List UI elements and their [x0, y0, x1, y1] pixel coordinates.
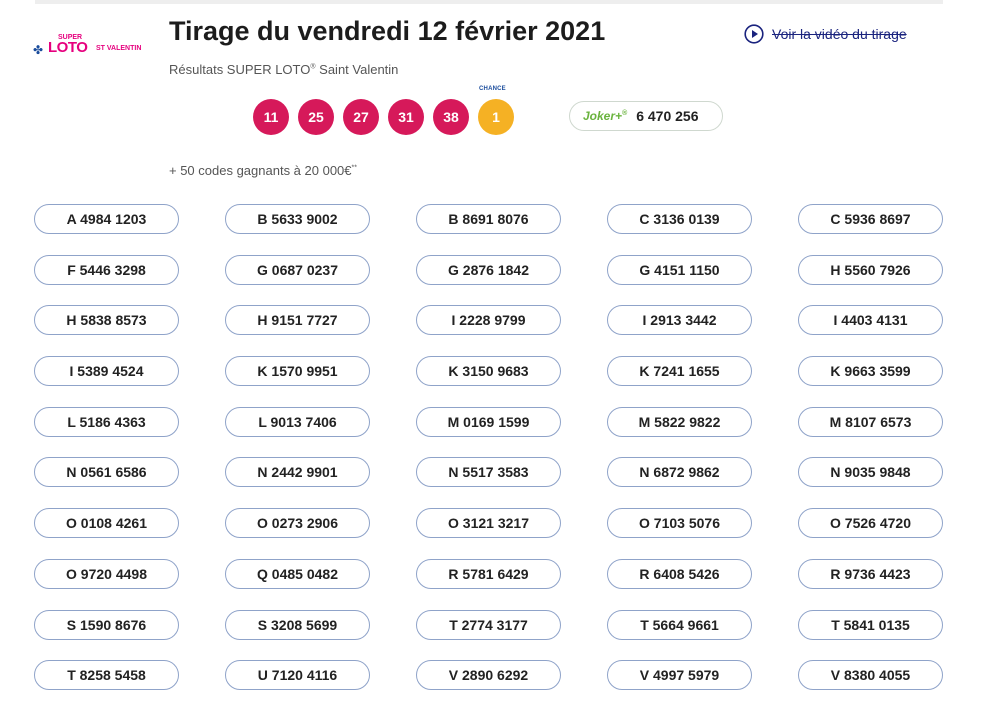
winning-code-pill: I 2228 9799 — [416, 305, 561, 336]
winning-code-pill: O 3121 3217 — [416, 508, 561, 539]
winning-code-pill: N 6872 9862 — [607, 457, 752, 488]
winning-code-pill: A 4984 1203 — [34, 204, 179, 234]
winning-code-pill: H 9151 7727 — [225, 305, 370, 336]
winning-code-pill: H 5838 8573 — [34, 305, 179, 336]
registered-mark: ® — [310, 63, 316, 71]
winning-code-pill: F 5446 3298 — [34, 254, 179, 285]
watch-video-label: Voir la vidéo du tirage — [772, 26, 907, 42]
subtitle-text: Résultats SUPER LOTO — [169, 62, 311, 77]
winning-code-pill: S 3208 5699 — [225, 609, 370, 640]
winning-code-pill: K 1570 9951 — [225, 356, 370, 387]
winning-code-pill: T 8258 5458 — [34, 660, 179, 691]
joker-label: Joker+ — [583, 109, 623, 123]
logo-st-valentin-text: ST VALENTIN — [96, 45, 142, 52]
chance-label: CHANCE — [479, 86, 506, 92]
winning-code-pill: T 5841 0135 — [798, 609, 943, 640]
watch-video-link[interactable]: Voir la vidéo du tirage — [744, 24, 907, 44]
winning-code-pill: I 2913 3442 — [607, 305, 752, 336]
winning-code-pill: L 9013 7406 — [225, 406, 370, 437]
winning-code-pill: C 5936 8697 — [798, 204, 943, 234]
winning-code-pill: N 2442 9901 — [225, 457, 370, 488]
winning-code-pill: T 5664 9661 — [607, 609, 752, 640]
joker-registered-mark: ® — [622, 110, 628, 117]
clover-icon: ✤ — [33, 43, 44, 57]
winning-codes-footnote-mark: ** — [351, 164, 357, 172]
winning-code-pill: O 7103 5076 — [607, 508, 752, 539]
winning-code-pill: M 0169 1599 — [416, 406, 561, 437]
winning-code-pill: Q 0485 0482 — [225, 558, 370, 589]
winning-code-pill: V 4997 5979 — [607, 660, 752, 691]
winning-code-pill: S 1590 8676 — [34, 609, 179, 640]
winning-code-pill: U 7120 4116 — [225, 660, 370, 691]
play-circle-icon — [744, 24, 764, 44]
winning-code-pill: O 7526 4720 — [798, 508, 943, 539]
winning-code-pill: G 0687 0237 — [225, 254, 370, 285]
winning-codes-note: + 50 codes gagnants à 20 000€** — [169, 163, 357, 178]
winning-code-pill: R 6408 5426 — [607, 558, 752, 589]
winning-code-pill: M 8107 6573 — [798, 406, 943, 437]
winning-code-pill: V 2890 6292 — [416, 660, 561, 691]
page-subtitle: Résultats SUPER LOTO® Saint Valentin — [169, 62, 398, 77]
winning-code-pill: N 9035 9848 — [798, 457, 943, 488]
winning-code-pill: N 0561 6586 — [34, 457, 179, 488]
winning-code-pill: O 0108 4261 — [34, 508, 179, 539]
winning-code-pill: I 4403 4131 — [798, 305, 943, 336]
joker-number: 6 470 256 — [636, 108, 699, 124]
winning-code-pill: V 8380 4055 — [798, 660, 943, 691]
winning-code-pill: K 7241 1655 — [607, 356, 752, 387]
winning-code-pill: R 9736 4423 — [798, 558, 943, 589]
winning-code-pill: K 9663 3599 — [798, 356, 943, 387]
number-ball: 11 — [253, 99, 289, 135]
subtitle-suffix: Saint Valentin — [315, 62, 399, 77]
winning-code-pill: K 3150 9683 — [416, 356, 561, 387]
winning-code-pill: G 4151 1150 — [607, 254, 752, 285]
winning-code-pill: O 0273 2906 — [225, 508, 370, 539]
winning-codes-grid: A 4984 1203 B 5633 9002 B 8691 8076 C 3136 … — [34, 204, 943, 691]
number-ball: 25 — [298, 99, 334, 135]
winning-code-pill: C 3136 0139 — [607, 204, 752, 234]
logo-super-text: SUPER — [58, 34, 83, 41]
winning-codes-text: + 50 codes gagnants à 20 000€ — [169, 163, 352, 178]
chance-ball: 1 — [478, 99, 514, 135]
number-ball: 27 — [343, 99, 379, 135]
number-ball: 31 — [388, 99, 424, 135]
winning-code-pill: N 5517 3583 — [416, 457, 561, 488]
winning-code-pill: O 9720 4498 — [34, 558, 179, 589]
top-divider — [35, 0, 943, 4]
winning-code-pill: H 5560 7926 — [798, 254, 943, 285]
winning-code-pill: L 5186 4363 — [34, 406, 179, 437]
winning-code-pill: R 5781 6429 — [416, 558, 561, 589]
drawn-numbers: 11 25 27 31 38 1 — [253, 99, 514, 135]
winning-code-pill: B 5633 9002 — [225, 204, 370, 234]
winning-code-pill: M 5822 9822 — [607, 406, 752, 437]
page-title: Tirage du vendredi 12 février 2021 — [169, 16, 606, 46]
winning-code-pill: T 2774 3177 — [416, 609, 561, 640]
number-ball: 38 — [433, 99, 469, 135]
winning-code-pill: B 8691 8076 — [416, 204, 561, 234]
super-loto-logo: ✤ SUPER LOTO ST VALENTIN — [32, 34, 147, 62]
joker-plus-badge: Joker+® 6 470 256 — [569, 101, 723, 131]
logo-loto-text: LOTO — [48, 39, 88, 56]
winning-code-pill: I 5389 4524 — [34, 356, 179, 387]
winning-code-pill: G 2876 1842 — [416, 254, 561, 285]
joker-plus-logo: Joker+® — [583, 109, 627, 123]
